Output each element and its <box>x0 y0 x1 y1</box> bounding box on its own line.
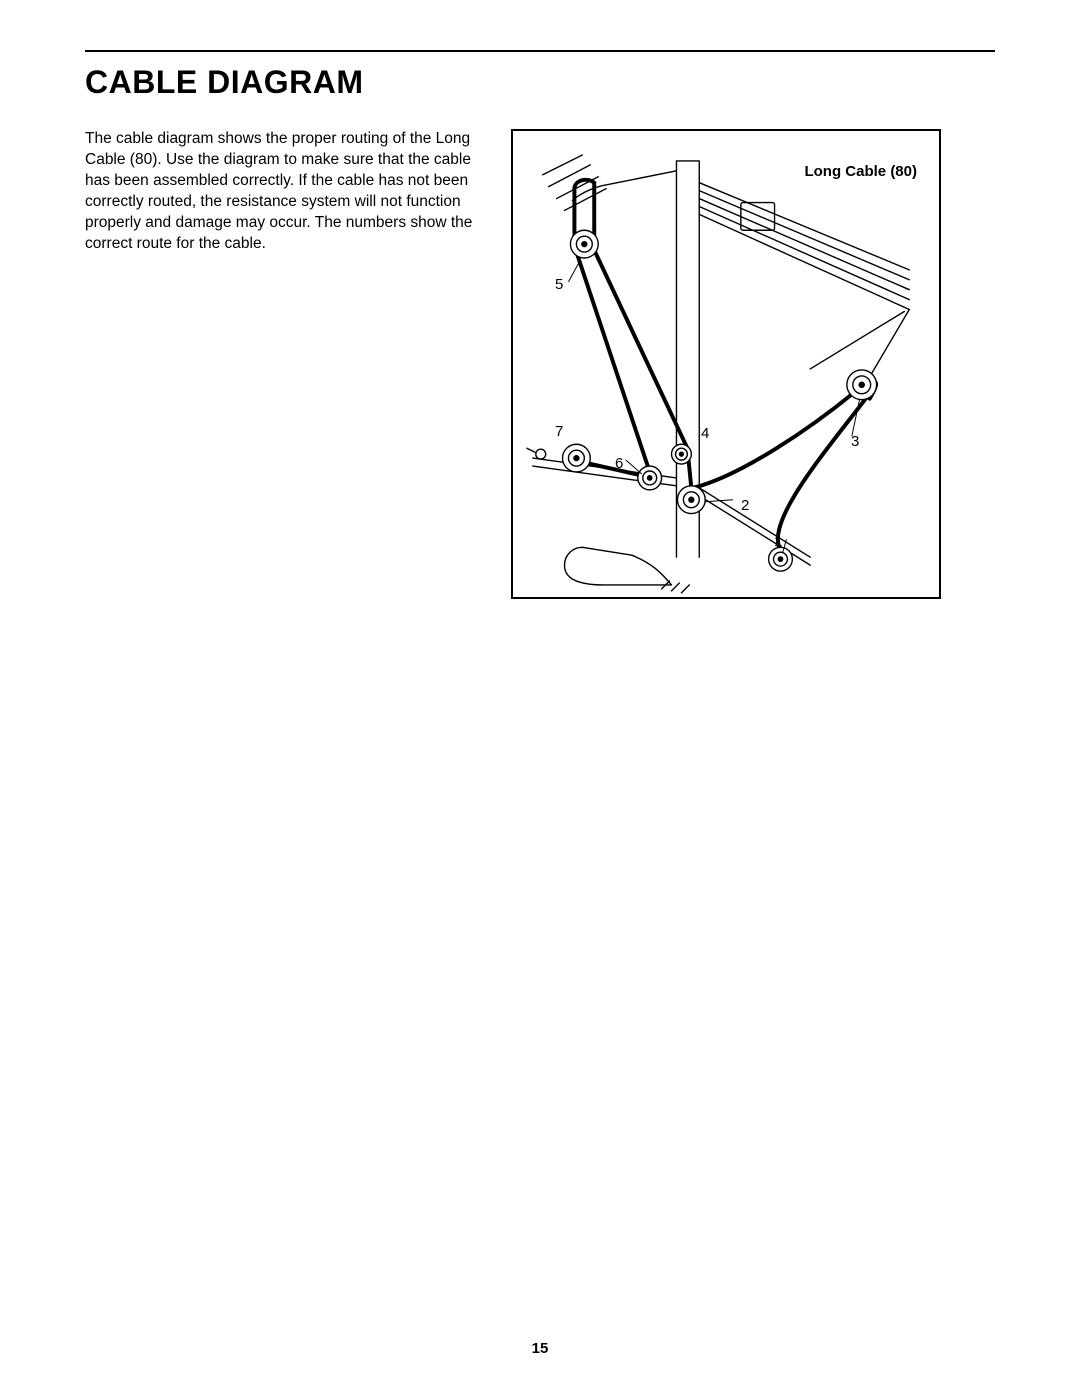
top-rule <box>85 50 995 52</box>
callout-7: 7 <box>555 423 563 440</box>
pulley-5 <box>570 230 598 258</box>
cable-path <box>574 180 876 553</box>
callout-1: 1 <box>774 533 782 550</box>
callout-6: 6 <box>615 455 623 472</box>
page-number: 15 <box>0 1340 1080 1357</box>
pulley-3 <box>847 370 877 400</box>
callout-2: 2 <box>741 497 749 514</box>
content-columns: The cable diagram shows the proper routi… <box>85 129 995 599</box>
pulley-1 <box>769 547 793 571</box>
pulley-6 <box>638 466 662 490</box>
pulley-4 <box>672 444 692 464</box>
callout-4: 4 <box>701 425 709 442</box>
page: CABLE DIAGRAM The cable diagram shows th… <box>0 0 1080 1397</box>
diagram-column: Long Cable (80) 5 7 6 4 2 1 3 <box>511 129 995 599</box>
cable-diagram-box: Long Cable (80) 5 7 6 4 2 1 3 <box>511 129 941 599</box>
pulley-7 <box>563 444 591 472</box>
callout-5: 5 <box>555 276 563 293</box>
callout-3: 3 <box>851 433 859 450</box>
cable-diagram-svg <box>513 131 939 597</box>
diagram-label: Long Cable (80) <box>804 163 917 180</box>
page-title: CABLE DIAGRAM <box>85 64 995 101</box>
body-paragraph: The cable diagram shows the proper routi… <box>85 129 493 599</box>
pulley-2 <box>677 486 705 514</box>
callout-leaders <box>568 260 859 553</box>
